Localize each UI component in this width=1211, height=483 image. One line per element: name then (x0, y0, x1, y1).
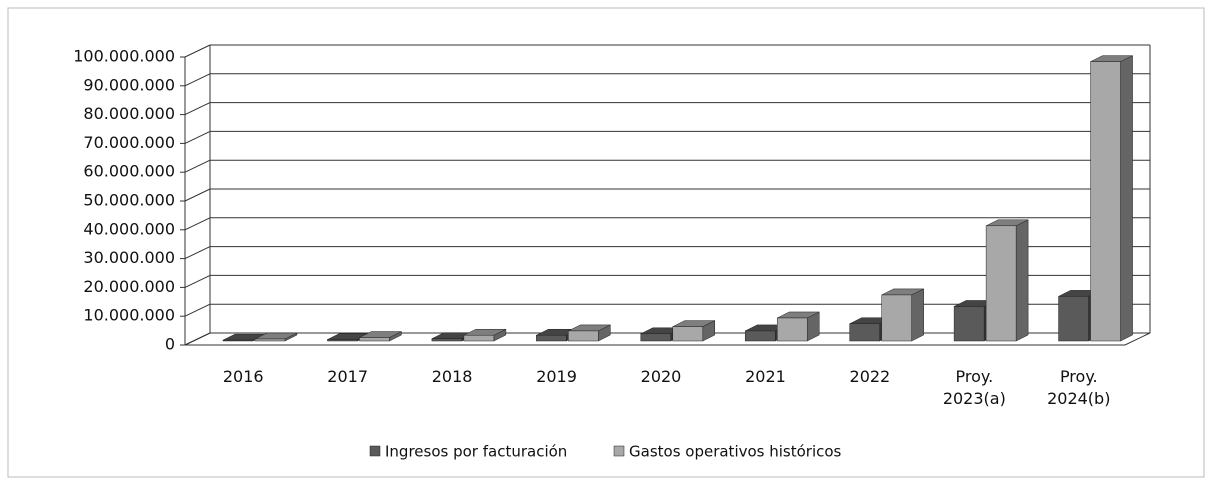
bar (463, 334, 495, 342)
bar (1058, 296, 1089, 342)
bar (254, 338, 286, 342)
y-tick-label: 70.000.000 (83, 133, 175, 152)
bar (431, 338, 463, 342)
legend-swatch (613, 445, 625, 457)
y-tick-label: 0 (165, 335, 175, 354)
x-tick-label: 2016 (222, 367, 264, 386)
bar (953, 306, 985, 342)
bar (536, 334, 567, 342)
bar (222, 339, 254, 342)
y-tick-label: 20.000.000 (83, 277, 175, 296)
bar-side (911, 288, 924, 342)
bar (327, 339, 358, 342)
bar (744, 330, 776, 342)
bar (881, 294, 912, 342)
x-tick-label: Proy. 2024(b) (1047, 367, 1111, 408)
bar (640, 333, 672, 342)
y-tick-label: 30.000.000 (83, 248, 175, 267)
bar (776, 317, 808, 342)
grid-line (184, 159, 211, 173)
grid-line (184, 332, 211, 346)
grid-line (184, 188, 211, 202)
x-tick-label: 2019 (536, 367, 577, 386)
y-tick-label: 60.000.000 (83, 162, 175, 181)
grid-line (184, 303, 211, 317)
y-tick-label: 50.000.000 (83, 191, 175, 210)
x-tick-label: 2020 (640, 367, 682, 386)
x-tick-label: 2021 (745, 367, 786, 386)
bar-side (1015, 219, 1029, 342)
x-tick-label: Proy. 2023(a) (942, 367, 1006, 408)
y-tick-label: 40.000.000 (83, 219, 175, 238)
bar (359, 337, 390, 342)
y-tick-label: 80.000.000 (83, 104, 175, 123)
legend-label: Ingresos por facturación (385, 443, 567, 461)
bar (985, 225, 1017, 342)
bar (568, 330, 599, 342)
x-tick-label: 2017 (327, 367, 369, 386)
grid-line (184, 246, 211, 260)
bar-side (1120, 55, 1133, 342)
legend-label: Gastos operativos históricos (629, 443, 842, 461)
grid-line (184, 44, 211, 58)
y-tick-label: 100.000.000 (73, 47, 175, 66)
legend-swatch (369, 445, 381, 457)
grid-line (184, 217, 211, 231)
grid-line (184, 130, 211, 144)
bar (849, 323, 880, 342)
bar (672, 326, 704, 342)
y-tick-label: 10.000.000 (83, 306, 175, 325)
y-tick-label: 90.000.000 (83, 75, 175, 94)
bar (1090, 61, 1121, 342)
grid-line (184, 102, 211, 116)
grid-line (184, 274, 211, 288)
x-tick-label: 2022 (849, 367, 891, 386)
grid-line (184, 73, 211, 87)
x-tick-label: 2018 (431, 367, 473, 386)
